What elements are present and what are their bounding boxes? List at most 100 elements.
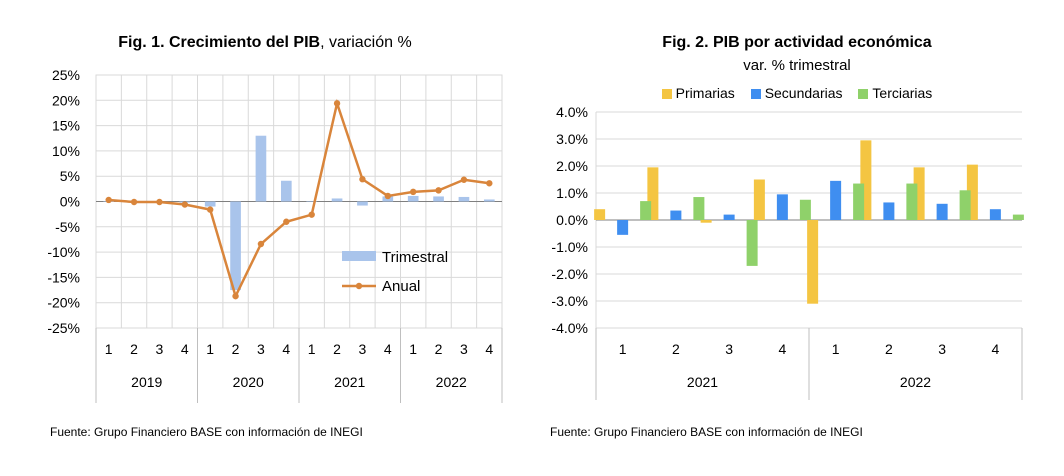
x-tick-quarter: 2 bbox=[232, 341, 240, 357]
chart-2-panel: Fig. 2. PIB por actividad económica var.… bbox=[530, 0, 1064, 476]
x-tick-quarter: 1 bbox=[105, 341, 113, 357]
bar-secundarias bbox=[776, 194, 788, 220]
point-anual bbox=[232, 292, 239, 300]
point-anual bbox=[257, 240, 265, 248]
bar-terciarias bbox=[959, 190, 971, 220]
bar-trimestral bbox=[331, 198, 343, 202]
x-tick-quarter: 3 bbox=[257, 341, 265, 357]
chart-2-subtitle: var. % trimestral bbox=[743, 57, 851, 74]
bar-trimestral bbox=[458, 196, 470, 202]
bar-terciarias bbox=[1012, 214, 1024, 220]
bar-terciarias bbox=[799, 199, 811, 220]
x-tick-year: 2021 bbox=[687, 374, 718, 390]
x-tick-quarter: 4 bbox=[778, 341, 786, 357]
legend-label-anual: Anual bbox=[382, 278, 420, 295]
point-anual bbox=[359, 176, 366, 183]
point-anual bbox=[333, 100, 341, 107]
legend-item-primarias: Primarias bbox=[661, 85, 735, 101]
x-tick-quarter: 1 bbox=[832, 341, 840, 357]
chart-2-title: Fig. 2. PIB por actividad económica bbox=[662, 34, 932, 51]
bar-terciarias bbox=[640, 201, 652, 220]
bar-trimestral bbox=[280, 180, 292, 202]
legend-swatch-primarias bbox=[661, 89, 672, 99]
bar-primarias bbox=[753, 179, 765, 220]
bar-primarias bbox=[807, 220, 819, 304]
bar-terciarias bbox=[693, 197, 705, 220]
x-tick-quarter: 4 bbox=[384, 341, 392, 357]
legend-label-trimestral: Trimestral bbox=[382, 249, 448, 266]
legend-label-secundarias: Secundarias bbox=[764, 85, 843, 101]
x-tick-quarter: 1 bbox=[409, 341, 417, 357]
point-anual bbox=[384, 192, 392, 200]
chart-2-legend: Primarias Secundarias Terciarias bbox=[530, 85, 1064, 101]
legend-swatch-trimestral bbox=[342, 251, 376, 261]
legend-swatch-terciarias bbox=[858, 89, 869, 99]
legend-item-secundarias: Secundarias bbox=[750, 85, 843, 101]
legend-item-terciarias: Terciarias bbox=[858, 85, 932, 101]
y-tick-label: 20% bbox=[52, 92, 80, 108]
point-anual bbox=[283, 218, 290, 225]
y-tick-label: -5% bbox=[55, 219, 80, 235]
y-tick-label: -10% bbox=[47, 244, 80, 260]
x-tick-quarter: 2 bbox=[435, 341, 443, 357]
bar-secundarias bbox=[883, 202, 895, 220]
x-tick-quarter: 4 bbox=[181, 341, 189, 357]
bar-secundarias bbox=[723, 214, 735, 220]
bar-trimestral bbox=[255, 135, 267, 202]
point-anual bbox=[409, 188, 417, 196]
y-tick-label: 2.0% bbox=[556, 158, 588, 174]
bar-primarias bbox=[647, 167, 659, 220]
chart-2-source: Fuente: Grupo Financiero BASE con inform… bbox=[550, 425, 863, 439]
legend-label-primarias: Primarias bbox=[675, 85, 735, 101]
x-tick-quarter: 3 bbox=[938, 341, 946, 357]
bar-secundarias bbox=[830, 180, 842, 220]
bar-primarias bbox=[913, 167, 925, 220]
bar-trimestral bbox=[306, 200, 318, 202]
x-tick-year: 2020 bbox=[233, 374, 264, 390]
bar-trimestral bbox=[357, 201, 368, 206]
x-tick-quarter: 3 bbox=[460, 341, 468, 357]
point-anual bbox=[156, 198, 163, 206]
bar-secundarias bbox=[670, 210, 682, 220]
bar-trimestral bbox=[483, 199, 495, 202]
y-tick-label: -20% bbox=[47, 295, 80, 311]
x-tick-quarter: 3 bbox=[359, 341, 367, 357]
bar-primarias bbox=[966, 164, 978, 220]
bar-secundarias bbox=[989, 209, 1001, 220]
x-tick-quarter: 2 bbox=[885, 341, 893, 357]
point-anual bbox=[181, 201, 189, 208]
x-tick-quarter: 2 bbox=[333, 341, 341, 357]
x-tick-quarter: 4 bbox=[282, 341, 290, 357]
chart-1-source: Fuente: Grupo Financiero BASE con inform… bbox=[50, 425, 363, 439]
x-tick-year: 2022 bbox=[436, 374, 467, 390]
bar-trimestral bbox=[204, 201, 216, 207]
y-tick-label: 0.0% bbox=[556, 212, 588, 228]
bar-primarias bbox=[594, 209, 606, 220]
bar-terciarias bbox=[853, 183, 865, 220]
bar-primarias bbox=[700, 220, 712, 223]
x-tick-quarter: 1 bbox=[206, 341, 214, 357]
bar-trimestral bbox=[230, 201, 241, 291]
bar-secundarias bbox=[936, 203, 948, 220]
chart-1-title-rest: , variación % bbox=[320, 34, 412, 51]
y-tick-label: 10% bbox=[52, 143, 80, 159]
point-anual bbox=[435, 187, 442, 194]
x-tick-year: 2019 bbox=[131, 374, 162, 390]
x-tick-year: 2021 bbox=[334, 374, 365, 390]
legend-swatch-secundarias bbox=[750, 89, 761, 99]
chart-1-title-bold: Fig. 1. Crecimiento del PIB bbox=[118, 34, 321, 51]
bar-trimestral bbox=[433, 196, 444, 202]
chart-1-plot: 25% 20% 15% 10% 5% 0% -5% -10% -15% -20% -25% 1 2 3 4 1… bbox=[47, 67, 503, 403]
y-tick-label: -15% bbox=[47, 269, 80, 285]
x-tick-quarter: 1 bbox=[619, 341, 627, 357]
y-tick-label: 3.0% bbox=[556, 131, 588, 147]
x-tick-quarter: 4 bbox=[485, 341, 493, 357]
x-tick-quarter: 3 bbox=[156, 341, 164, 357]
x-tick-quarter: 1 bbox=[308, 341, 316, 357]
y-tick-label: -2.0% bbox=[551, 266, 588, 282]
point-anual bbox=[486, 180, 493, 187]
x-tick-quarter: 2 bbox=[672, 341, 680, 357]
legend-label-terciarias: Terciarias bbox=[872, 85, 933, 101]
bar-terciarias bbox=[906, 183, 918, 220]
legend-marker-anual bbox=[355, 282, 363, 290]
